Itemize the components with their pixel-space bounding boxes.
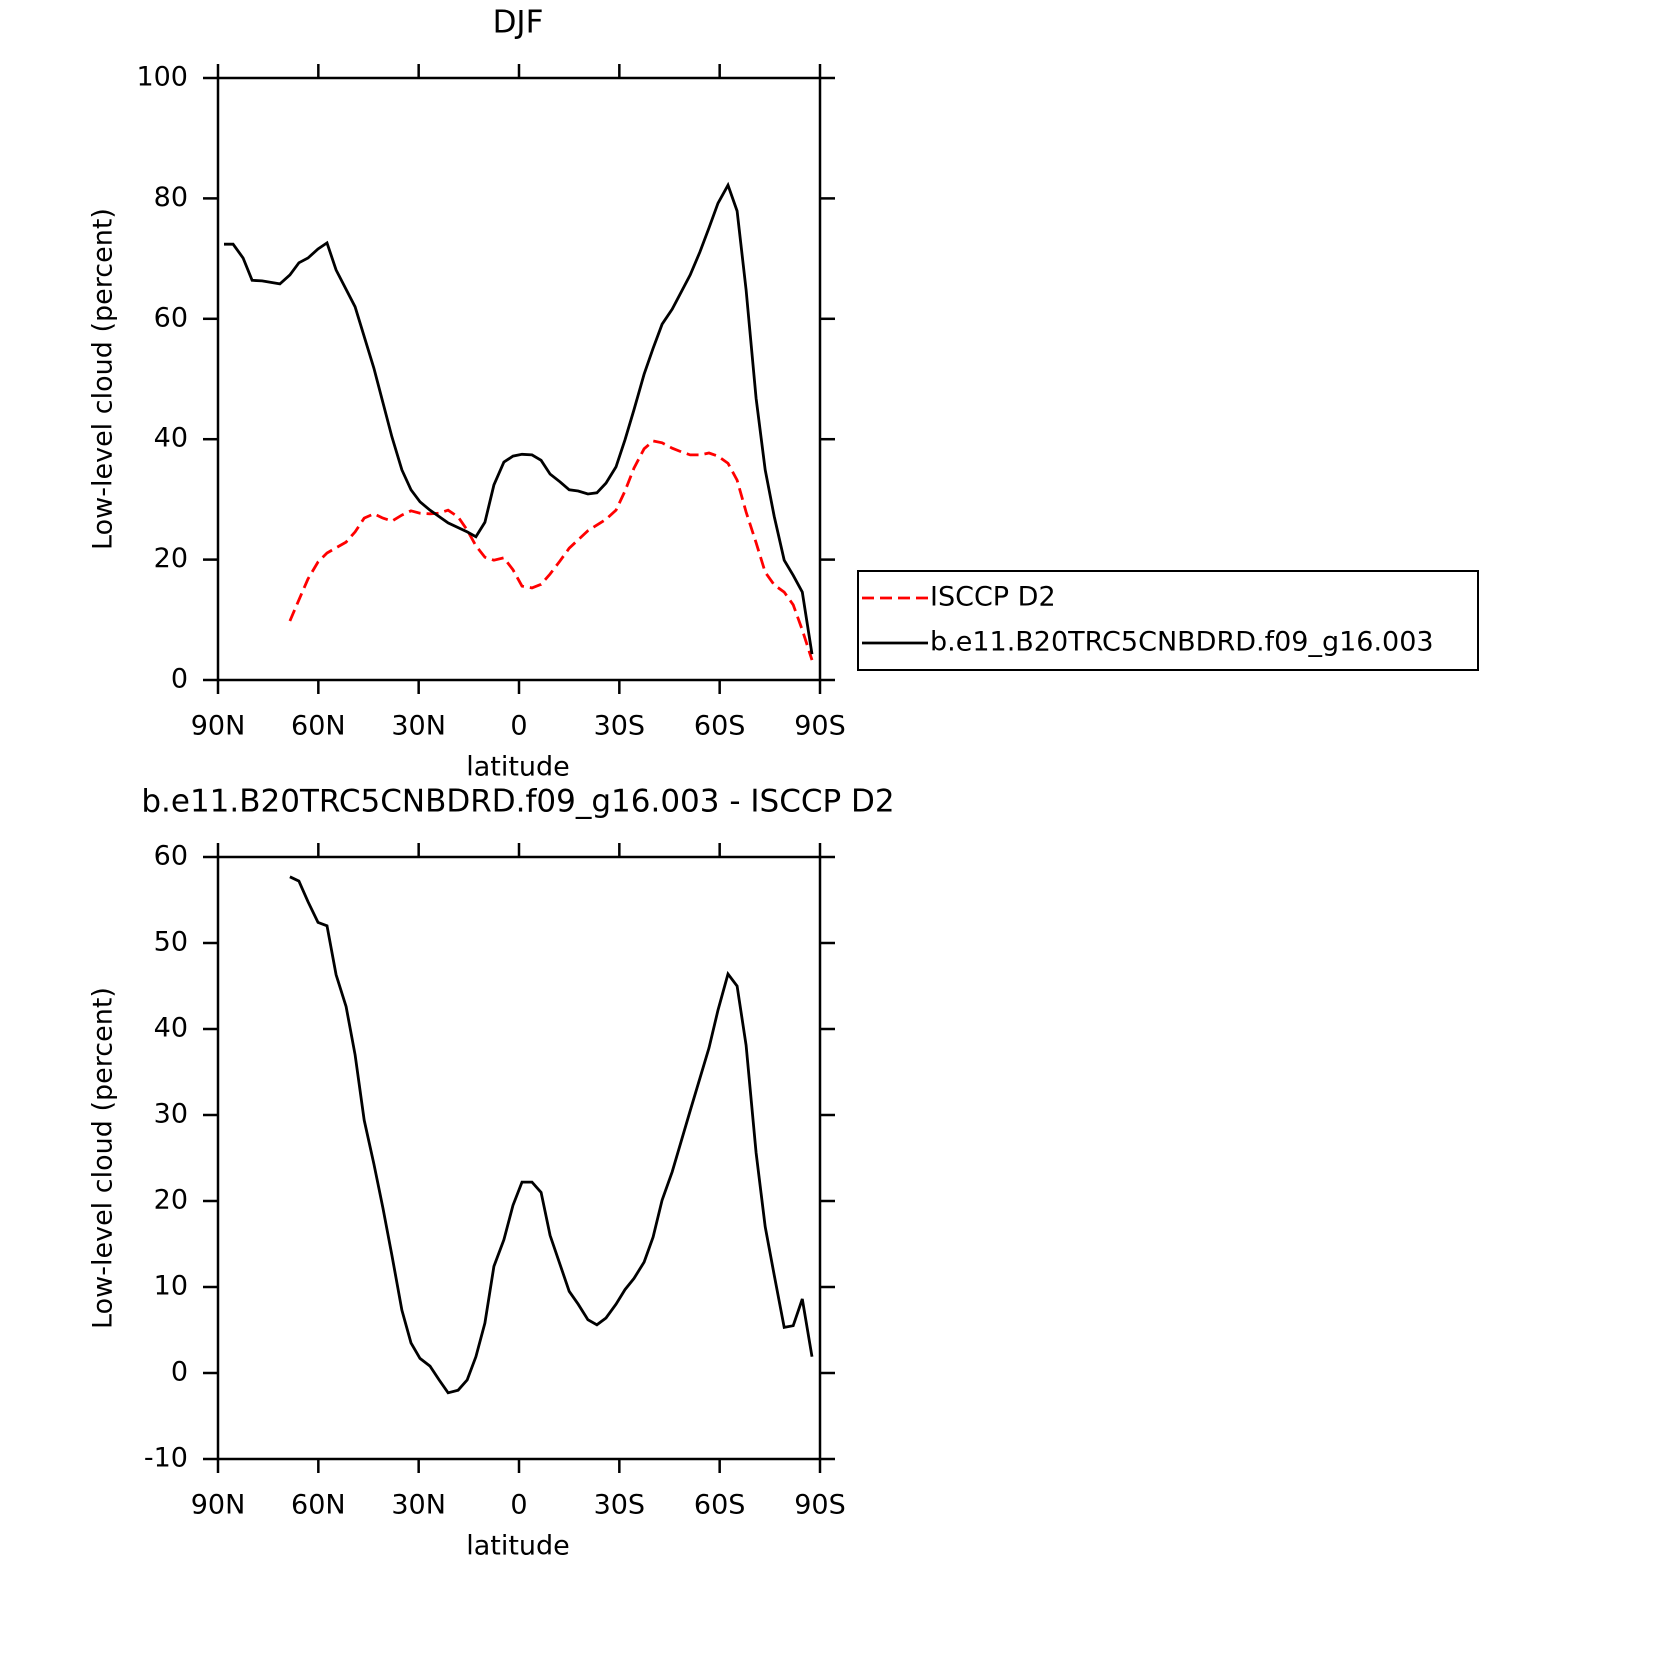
x-tick-label: 30S <box>594 711 646 742</box>
y-tick-label: 20 <box>154 543 188 574</box>
x-tick-label: 90S <box>794 711 846 742</box>
x-axis-label: latitude <box>466 752 570 783</box>
plot-frame <box>216 76 822 682</box>
x-tick-label: 90N <box>191 1490 246 1521</box>
x-tick-label: 60N <box>291 711 346 742</box>
plot-frame <box>216 855 822 1461</box>
y-tick-label: 60 <box>154 302 188 333</box>
y-tick-label: 40 <box>154 1013 188 1044</box>
y-tick-label: 40 <box>154 423 188 454</box>
x-tick-label: 30N <box>391 711 446 742</box>
legend-label: b.e11.B20TRC5CNBDRD.f09_g16.003 <box>930 627 1434 658</box>
x-tick-label: 90N <box>191 711 246 742</box>
y-tick-label: 80 <box>154 182 188 213</box>
x-tick-label: 0 <box>510 711 527 742</box>
x-tick-label: 0 <box>510 1490 527 1521</box>
chart-title: DJF <box>493 5 544 41</box>
y-tick-label: 60 <box>154 841 188 872</box>
y-axis-label: Low-level cloud (percent) <box>88 987 119 1329</box>
legend-box <box>857 570 1479 671</box>
x-tick-label: 60N <box>291 1490 346 1521</box>
y-tick-label: 30 <box>154 1099 188 1130</box>
x-tick-label: 60S <box>694 1490 746 1521</box>
x-tick-label: 30N <box>391 1490 446 1521</box>
y-tick-label: 0 <box>171 664 188 695</box>
legend-label: ISCCP D2 <box>930 582 1056 613</box>
y-tick-label: -10 <box>144 1443 188 1474</box>
y-tick-label: 100 <box>136 62 188 93</box>
x-tick-label: 60S <box>694 711 746 742</box>
y-tick-label: 50 <box>154 927 188 958</box>
x-tick-label: 30S <box>594 1490 646 1521</box>
y-tick-label: 20 <box>154 1185 188 1216</box>
chart-title: b.e11.B20TRC5CNBDRD.f09_g16.003 - ISCCP … <box>141 784 894 820</box>
x-axis-label: latitude <box>466 1531 570 1562</box>
data-line <box>289 875 814 1395</box>
data-line <box>224 181 814 655</box>
y-tick-label: 10 <box>154 1271 188 1302</box>
y-axis-label: Low-level cloud (percent) <box>88 208 119 550</box>
data-line <box>288 439 814 661</box>
y-tick-label: 0 <box>171 1357 188 1388</box>
x-tick-label: 90S <box>794 1490 846 1521</box>
